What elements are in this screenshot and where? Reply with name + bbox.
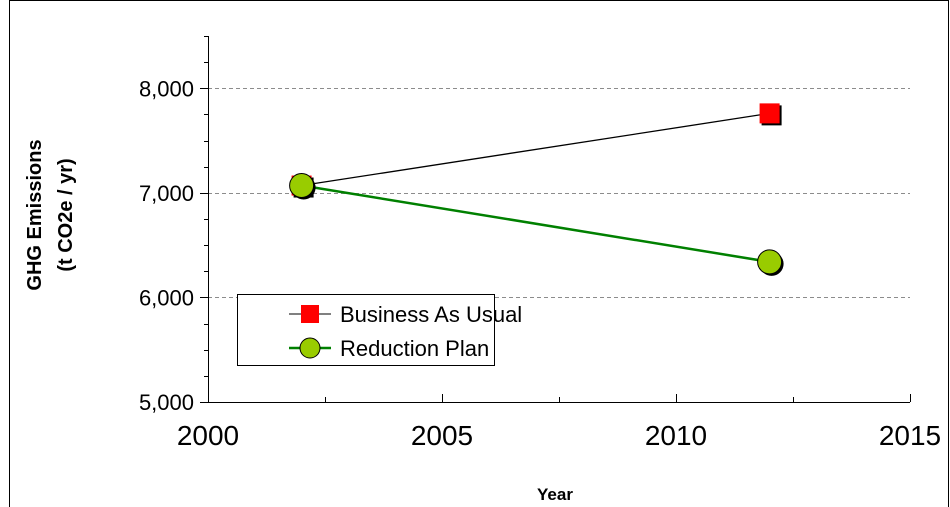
series-line-0 <box>301 112 770 187</box>
y-axis-title: GHG Emissions (t CO2e / yr) <box>24 139 77 290</box>
axes-layer: 5,000 6,000 7,000 8,000 2000 2005 2010 2015 <box>139 36 941 451</box>
legend-rp-label: Reduction Plan <box>340 336 489 361</box>
series-0-marker-1 <box>759 103 780 124</box>
x-tick-label-2015: 2015 <box>879 420 941 451</box>
legend: Business As Usual Reduction Plan <box>237 294 522 366</box>
x-tick-label-2005: 2005 <box>411 420 473 451</box>
y-axis-title-line2: (t CO2e / yr) <box>55 158 77 271</box>
legend-bau-marker <box>301 305 319 323</box>
legend-bau-label: Business As Usual <box>340 302 522 327</box>
legend-rp-marker <box>299 337 321 359</box>
y-tick-label-8000: 8,000 <box>139 76 194 101</box>
y-tick-label-7000: 7,000 <box>139 181 194 206</box>
chart-area-border <box>9 0 949 507</box>
y-tick-label-5000: 5,000 <box>139 390 194 415</box>
series-layer <box>289 103 784 276</box>
x-axis-title: Year <box>537 485 573 504</box>
y-axis-title-line1: GHG Emissions <box>24 139 46 290</box>
x-tick-label-2010: 2010 <box>645 420 707 451</box>
series-line-1 <box>301 184 770 264</box>
series-1-marker-1 <box>757 249 783 275</box>
legend-box <box>237 294 495 366</box>
x-tick-label-2000: 2000 <box>177 420 239 451</box>
grid-layer <box>208 88 910 298</box>
y-tick-label-6000: 6,000 <box>139 285 194 310</box>
series-1-marker-0 <box>289 173 315 199</box>
